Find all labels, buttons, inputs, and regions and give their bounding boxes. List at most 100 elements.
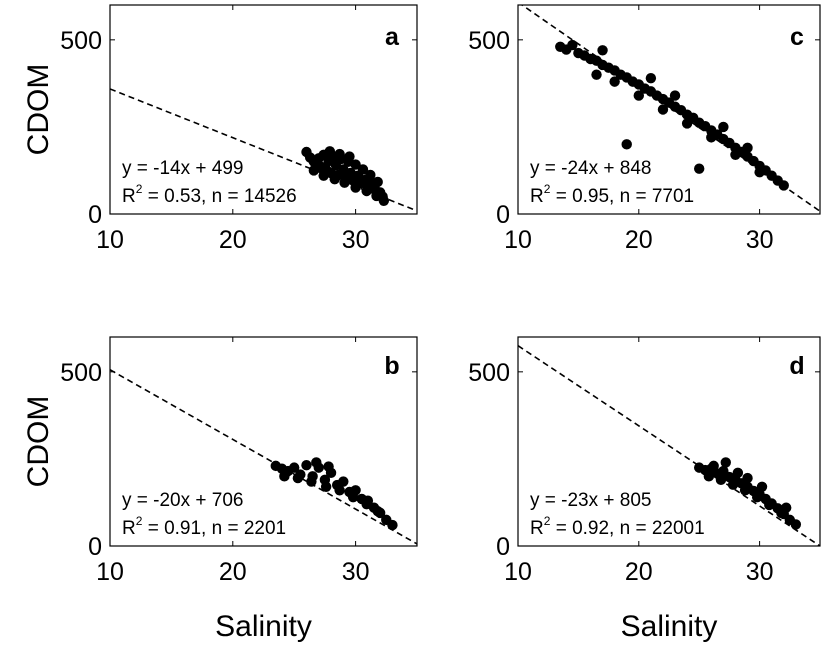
x-tick-label-c-20: 20 xyxy=(625,226,653,254)
data-point-c-51 xyxy=(718,121,729,133)
r2-text-b: R2 = 0.91, n = 2201 xyxy=(122,514,286,539)
data-point-d-27 xyxy=(756,481,768,492)
r2-rest-c: = 0.95, n = 7701 xyxy=(550,186,694,207)
equation-b: y = -20x + 706 xyxy=(122,490,243,511)
data-point-b-22 xyxy=(306,476,317,487)
data-point-b-25 xyxy=(347,492,359,503)
x-tick-label-a-20: 20 xyxy=(219,226,247,254)
data-point-a-39 xyxy=(324,146,336,157)
panel-letter-c: c xyxy=(790,23,804,51)
y-tick-label-c-0: 0 xyxy=(496,201,510,229)
data-point-b-24 xyxy=(334,485,345,496)
fit-line-d xyxy=(518,345,820,546)
plot-frame-d xyxy=(517,336,821,547)
data-point-b-23 xyxy=(320,481,332,492)
equation-a: y = -14x + 499 xyxy=(122,158,243,179)
data-point-d-29 xyxy=(742,472,753,484)
data-point-c-39 xyxy=(609,76,620,87)
data-point-a-25 xyxy=(365,169,376,181)
data-point-b-5 xyxy=(301,459,312,471)
data-point-d-22 xyxy=(751,492,763,503)
fit-line-b xyxy=(110,369,417,545)
data-point-c-42 xyxy=(681,118,693,129)
data-point-a-40 xyxy=(334,148,345,160)
data-point-c-47 xyxy=(694,163,705,174)
fit-line-c xyxy=(520,5,820,212)
y-tick-label-d-0: 0 xyxy=(496,533,510,561)
x-tick-label-a-30: 30 xyxy=(342,226,370,254)
data-point-a-28 xyxy=(372,176,383,188)
panel-letter-d: d xyxy=(789,352,804,380)
scatter-points-a xyxy=(301,146,390,206)
data-point-d-25 xyxy=(708,460,719,472)
x-tick-label-d-20: 20 xyxy=(625,558,653,586)
y-tick-label-a-0: 0 xyxy=(88,201,102,229)
r2-prefix-d: R xyxy=(530,518,544,539)
data-point-c-45 xyxy=(754,167,765,178)
fit-line-a xyxy=(110,88,417,212)
panel-letter-a: a xyxy=(385,23,400,51)
data-point-a-32 xyxy=(308,165,320,176)
r2-text-d: R2 = 0.92, n = 22001 xyxy=(530,514,705,539)
data-point-d-26 xyxy=(732,467,744,479)
equation-c: y = -24x + 848 xyxy=(530,158,651,179)
y-tick-label-c-500: 500 xyxy=(468,27,510,55)
data-point-b-26 xyxy=(361,499,372,510)
data-point-c-46 xyxy=(621,139,632,150)
data-point-c-52 xyxy=(742,142,753,154)
r2-text-a: R2 = 0.53, n = 14526 xyxy=(122,182,297,207)
data-point-d-18 xyxy=(703,471,715,482)
panel-c: 10 20 30 0 500 c y = -24x + 848 R2 = 0.95, n = … xyxy=(468,4,821,254)
data-point-d-28 xyxy=(780,502,792,513)
r2-superscript-a: 2 xyxy=(136,182,143,196)
x-tick-label-d-10: 10 xyxy=(504,558,532,586)
data-point-c-50 xyxy=(669,90,681,101)
data-point-a-22 xyxy=(357,164,369,175)
x-tick-label-a-10: 10 xyxy=(96,226,124,254)
data-point-d-5 xyxy=(720,457,731,468)
r2-prefix-c: R xyxy=(530,186,544,207)
scatter-points-d xyxy=(694,457,802,530)
data-point-c-2 xyxy=(567,39,578,51)
data-point-b-11 xyxy=(338,476,349,487)
data-point-a-31 xyxy=(378,195,390,206)
x-tick-label-c-10: 10 xyxy=(504,226,532,254)
data-point-b-27 xyxy=(372,505,383,517)
data-point-a-36 xyxy=(350,182,361,193)
data-point-d-20 xyxy=(727,479,739,490)
panel-letter-b: b xyxy=(384,352,399,380)
data-point-d-21 xyxy=(739,485,751,496)
plot-frame-c xyxy=(517,4,821,215)
panel-b: 10 20 30 0 500 b y = -20x + 706 R2 = 0.91, n = … xyxy=(22,336,418,643)
r2-superscript-d: 2 xyxy=(544,514,551,528)
plot-frame-a xyxy=(109,4,418,215)
equation-d: y = -23x + 805 xyxy=(530,490,651,511)
x-tick-label-b-20: 20 xyxy=(219,558,247,586)
y-tick-label-b-500: 500 xyxy=(60,359,102,387)
x-axis-label-b: Salinity xyxy=(215,610,312,643)
data-point-b-3 xyxy=(289,462,300,473)
r2-rest-d: = 0.92, n = 22001 xyxy=(550,518,704,539)
data-point-d-17 xyxy=(790,519,802,530)
panel-a: 10 20 30 0 500 a y = -14x + 499 R2 = 0.53, n = … xyxy=(22,4,418,254)
data-point-c-48 xyxy=(597,45,608,56)
plot-frame-b xyxy=(109,336,418,547)
data-point-a-33 xyxy=(318,170,329,181)
data-point-b-20 xyxy=(279,471,290,482)
data-point-c-40 xyxy=(633,90,644,101)
panel-d: 10 20 30 0 500 d y = -23x + 805 R2 = 0.92, n = … xyxy=(468,336,821,643)
data-point-c-49 xyxy=(645,72,657,84)
y-axis-label-a: CDOM xyxy=(22,64,55,156)
data-point-b-28 xyxy=(311,457,322,468)
data-point-b-29 xyxy=(323,461,334,472)
r2-rest-a: = 0.53, n = 14526 xyxy=(142,186,296,207)
x-tick-label-c-30: 30 xyxy=(746,226,774,254)
data-point-d-23 xyxy=(764,499,775,511)
y-tick-label-a-500: 500 xyxy=(60,27,102,55)
y-axis-label-b: CDOM xyxy=(22,396,55,488)
data-point-a-41 xyxy=(344,151,355,162)
x-tick-label-d-30: 30 xyxy=(746,558,774,586)
x-tick-label-b-30: 30 xyxy=(342,558,370,586)
r2-prefix-a: R xyxy=(122,186,136,207)
